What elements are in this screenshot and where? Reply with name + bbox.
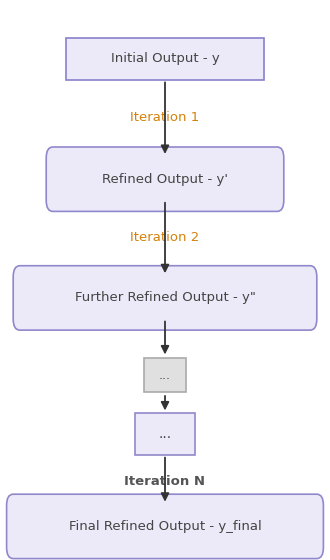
FancyBboxPatch shape: [13, 265, 317, 330]
FancyBboxPatch shape: [7, 494, 323, 559]
FancyBboxPatch shape: [135, 413, 195, 455]
Text: Initial Output - y: Initial Output - y: [111, 52, 219, 66]
Text: Iteration N: Iteration N: [124, 475, 206, 488]
Text: Final Refined Output - y_final: Final Refined Output - y_final: [69, 520, 261, 533]
FancyBboxPatch shape: [66, 38, 264, 80]
Text: Refined Output - y': Refined Output - y': [102, 172, 228, 186]
FancyBboxPatch shape: [46, 147, 284, 211]
FancyBboxPatch shape: [144, 358, 186, 392]
Text: Iteration 1: Iteration 1: [130, 111, 200, 124]
Text: Further Refined Output - y": Further Refined Output - y": [75, 291, 255, 305]
Text: ...: ...: [159, 368, 171, 382]
Text: ...: ...: [158, 427, 172, 441]
Text: Iteration 2: Iteration 2: [130, 231, 200, 244]
